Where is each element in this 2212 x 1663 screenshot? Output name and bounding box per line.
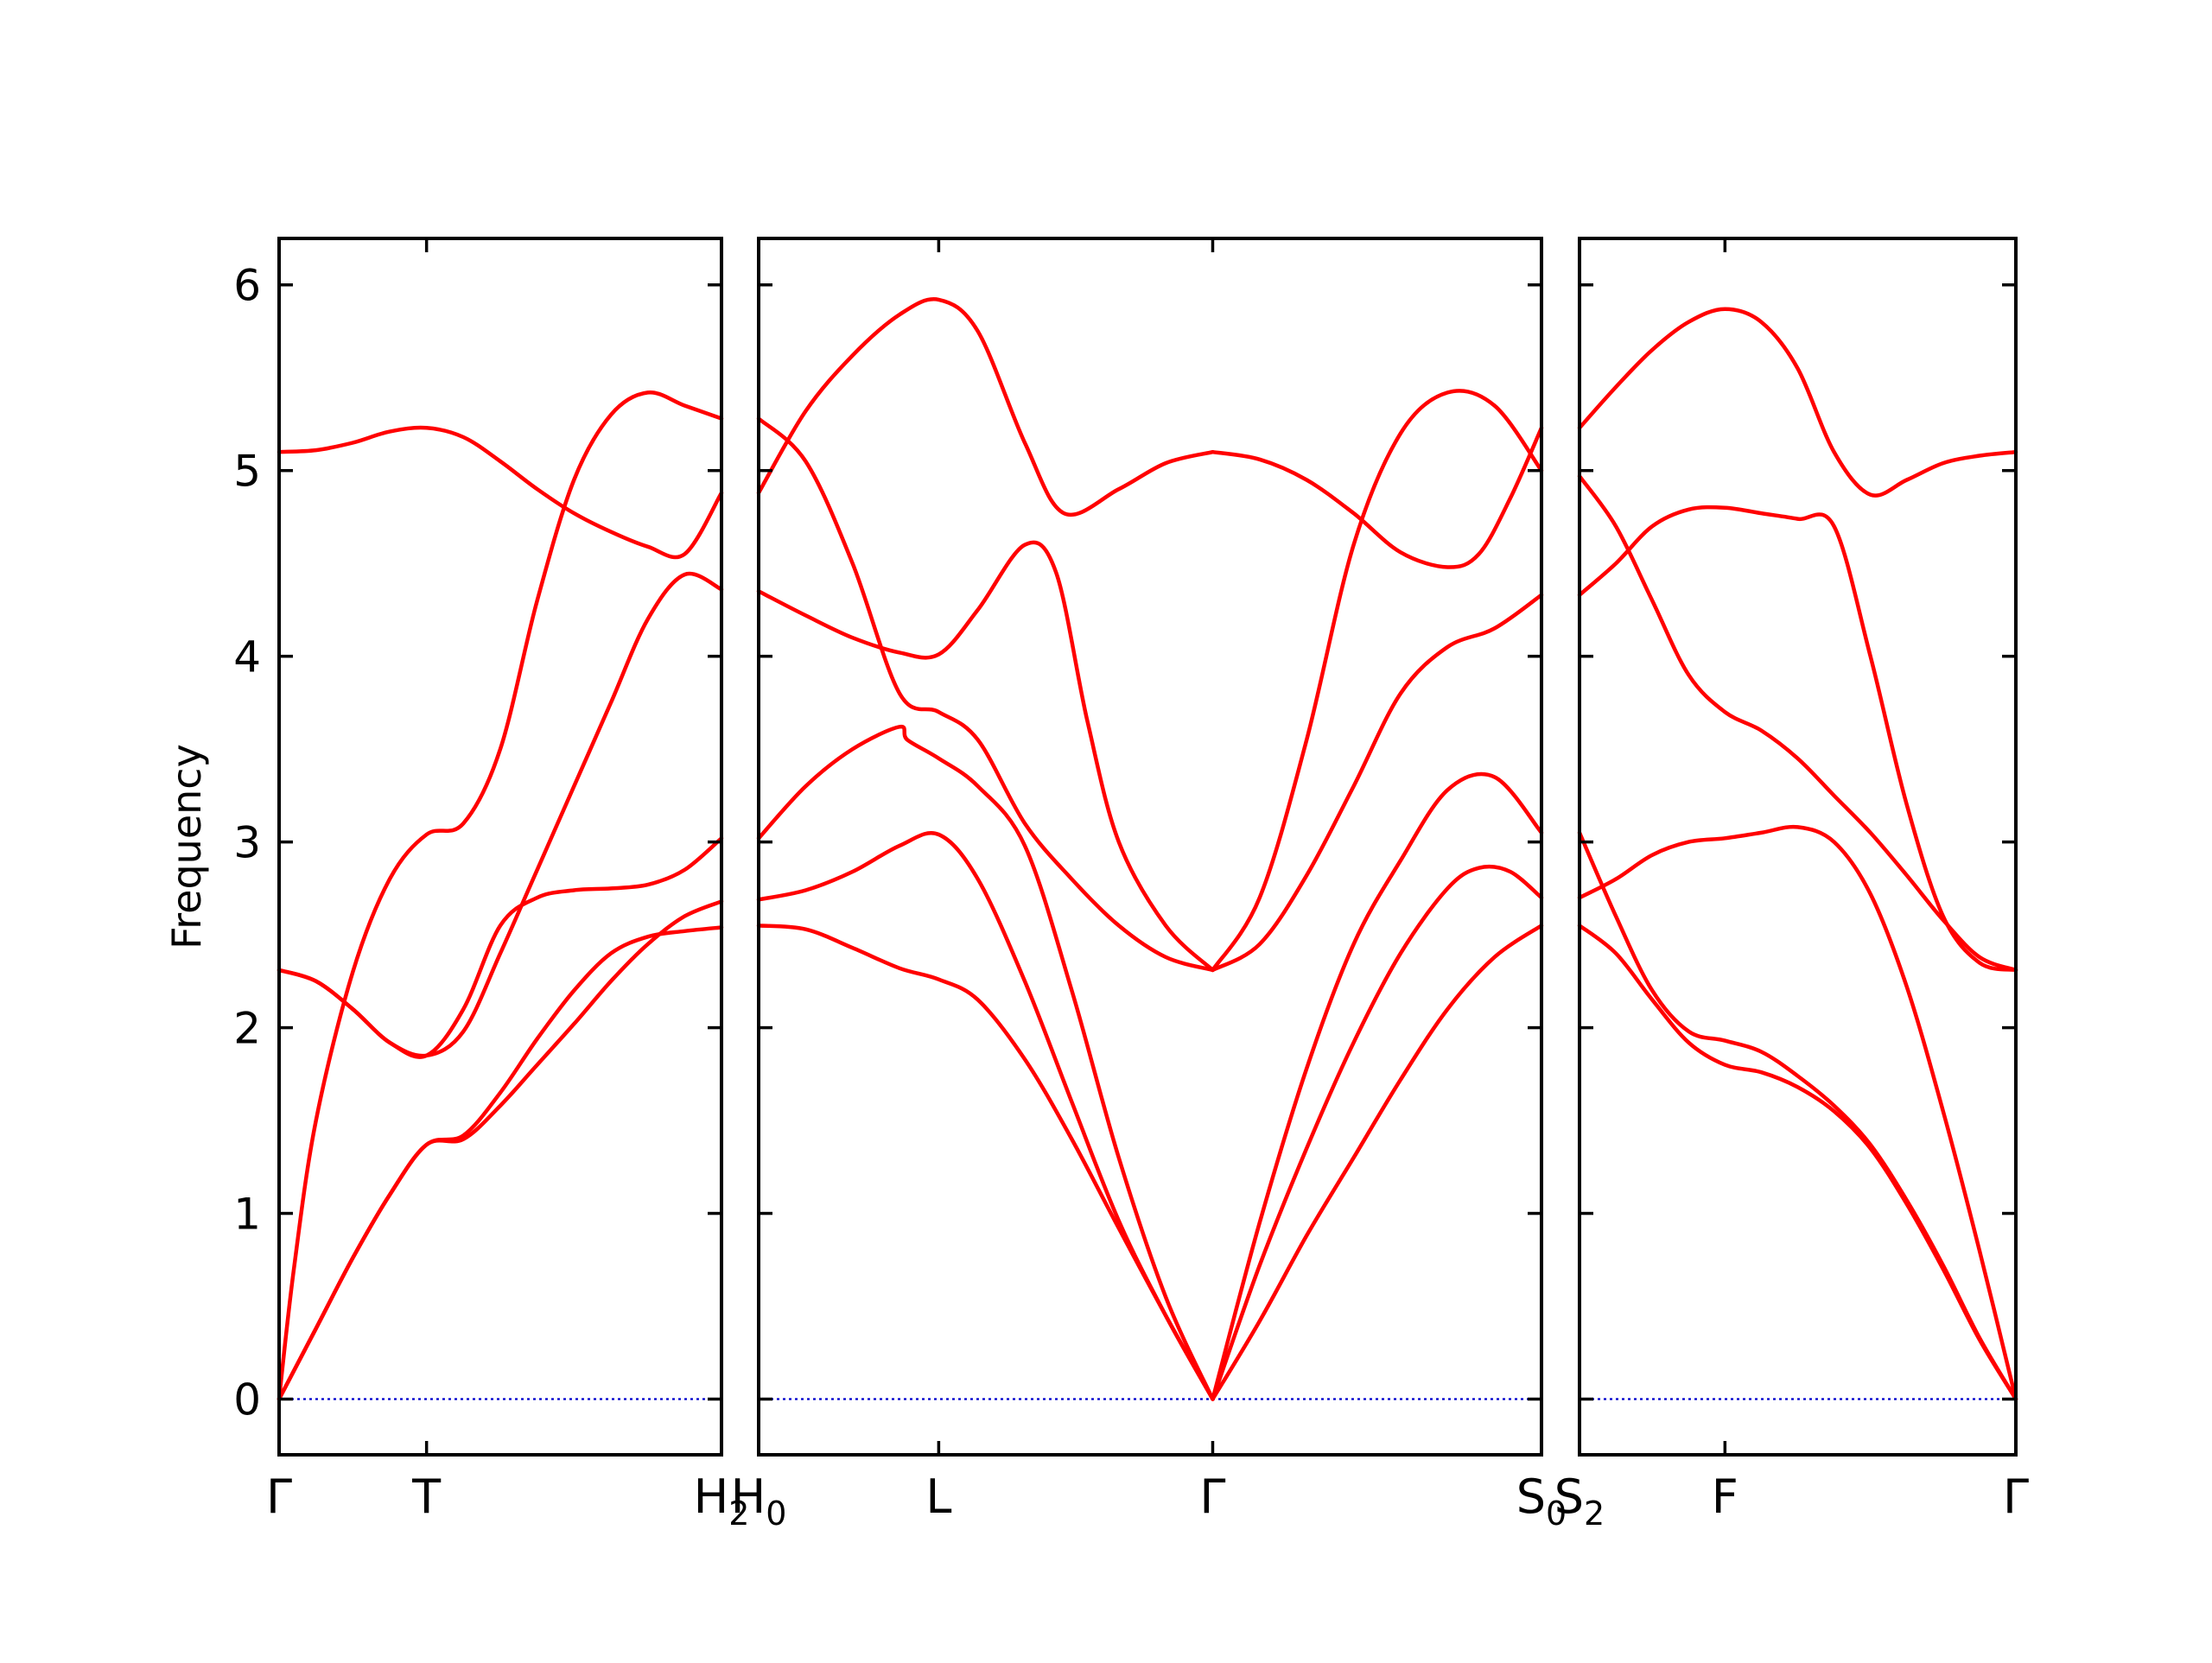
kpoint-label-1-3: H2 [694,1469,750,1533]
band-2-9 [1211,771,1544,1401]
y-tick-label-6: 6 [233,261,261,311]
y-tick-label-2: 2 [233,1004,261,1054]
band-2-12 [1211,426,1544,569]
band-2-3 [756,724,1215,1401]
band-1-5 [276,836,724,1059]
band-2-8 [1211,864,1544,1401]
band-2-11 [1211,389,1544,973]
band-1-4 [276,571,724,1058]
y-tick-label-0: 0 [233,1375,261,1425]
band-2-1 [756,924,1215,1401]
band-3-1 [1577,924,2018,1401]
band-3-4 [1577,473,2018,973]
kpoint-label-2-1: H0 [731,1469,787,1533]
band-2-7 [1211,924,1544,1401]
band-3-2 [1577,830,2018,1401]
band-3-3 [1577,824,2018,1401]
kpoint-label-1-1: Γ [266,1469,292,1524]
band-3-5 [1577,505,2018,973]
band-2-2 [756,831,1215,1401]
band-1-6 [276,425,724,560]
panel-frame-2 [757,237,1543,1457]
band-2-10 [1211,593,1544,973]
band-3-6 [1577,307,2018,498]
band-1-1 [276,899,724,1401]
band-2-4 [756,416,1215,973]
y-tick-label-4: 4 [233,632,261,682]
kpoint-label-3-1: S2 [1554,1469,1605,1533]
kpoint-label-1-2: T [411,1469,442,1524]
band-1-2 [276,925,724,1401]
kpoint-label-3-2: F [1712,1469,1738,1524]
kpoint-label-2-2: L [925,1469,951,1524]
band-1-3 [276,390,724,1401]
band-2-6 [756,297,1215,517]
kpoint-label-2-3: Γ [1199,1469,1225,1524]
panel-frame-3 [1578,237,2018,1457]
kpoint-label-3-3: Γ [2003,1469,2029,1524]
y-tick-label-3: 3 [233,818,261,868]
band-2-5 [756,540,1215,973]
y-tick-label-5: 5 [233,447,261,497]
panel-frame-1 [277,237,723,1457]
y-tick-label-1: 1 [233,1190,261,1240]
y-axis-label: Frequency [163,744,210,949]
